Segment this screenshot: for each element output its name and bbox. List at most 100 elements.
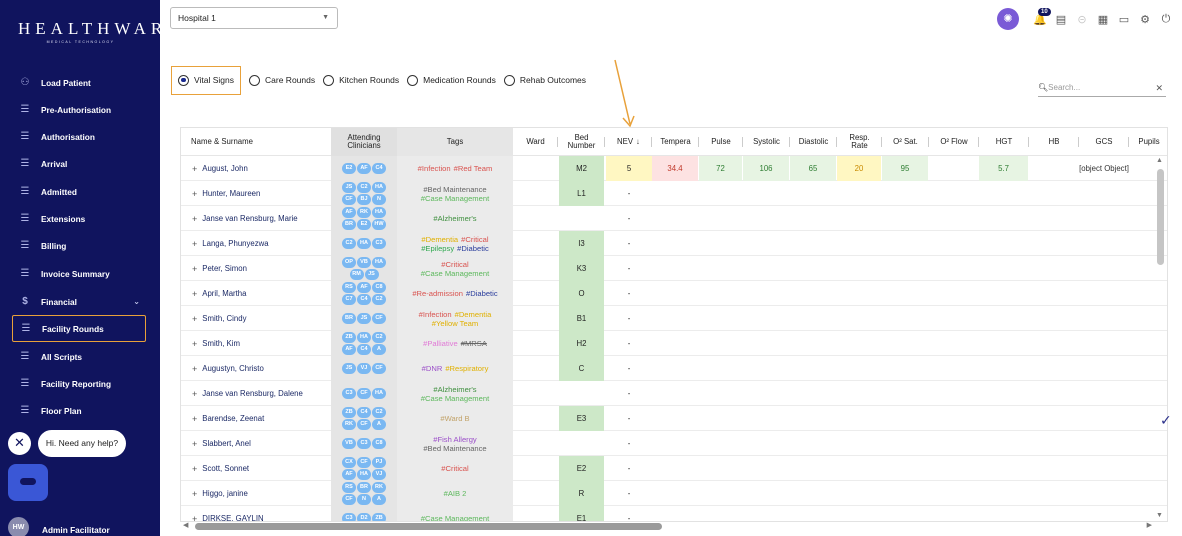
clinician-chip[interactable]: JS: [342, 182, 356, 193]
clinician-chip[interactable]: AF: [342, 469, 356, 480]
clinician-chip[interactable]: C3: [372, 238, 386, 249]
clinician-chip[interactable]: C4: [357, 407, 371, 418]
patient-name-cell[interactable]: + April, Martha: [181, 281, 331, 306]
expand-icon[interactable]: +: [192, 263, 198, 274]
expand-icon[interactable]: +: [192, 163, 198, 174]
sidebar-item-admitted[interactable]: ☰ Admitted: [12, 178, 146, 205]
calendar-icon[interactable]: ▦: [1097, 13, 1109, 26]
clinician-chip[interactable]: ZB: [342, 332, 356, 343]
horizontal-scrollbar[interactable]: ◀ ▶: [180, 521, 1155, 533]
clinician-chip[interactable]: A: [372, 494, 386, 505]
power-icon[interactable]: ⏻: [1161, 12, 1171, 25]
column-header-tags[interactable]: Tags: [397, 128, 513, 156]
table-row[interactable]: + Janse van Rensburg, Dalene C3 CF HA #Alzhei…: [181, 381, 1167, 406]
clinician-chip[interactable]: RS: [342, 482, 356, 493]
sidebar-item-financial[interactable]: $ Financial ⌄: [12, 288, 146, 315]
radio-dot[interactable]: [249, 74, 261, 86]
clinician-chip[interactable]: C3: [357, 438, 371, 449]
help-bubble[interactable]: Hi. Need any help?: [38, 430, 126, 457]
column-header-diastolic[interactable]: Diastolic: [790, 128, 837, 156]
clinician-chip[interactable]: AF: [342, 344, 356, 355]
radio-dot[interactable]: [323, 74, 335, 86]
ai-assistant-icon[interactable]: ✺: [997, 8, 1019, 30]
patient-name-cell[interactable]: + Janse van Rensburg, Dalene: [181, 381, 331, 406]
scroll-thumb-horizontal[interactable]: [195, 523, 662, 530]
clinician-chip[interactable]: HA: [357, 238, 371, 249]
sidebar-item-pre-authorisation[interactable]: ☰ Pre-Authorisation: [12, 96, 146, 123]
clinician-chip[interactable]: A: [372, 344, 386, 355]
clinician-chip[interactable]: PJ: [372, 457, 386, 468]
expand-icon[interactable]: +: [192, 488, 198, 499]
clinician-chip[interactable]: HA: [372, 257, 386, 268]
clinician-chip[interactable]: E2: [342, 163, 356, 174]
expand-icon[interactable]: +: [192, 363, 198, 374]
clinician-chip[interactable]: C3: [342, 513, 356, 521]
clinician-chip[interactable]: C4: [372, 163, 386, 174]
patient-name-cell[interactable]: + Peter, Simon: [181, 256, 331, 281]
column-header-resp[interactable]: Resp. Rate: [837, 128, 882, 156]
clinician-chip[interactable]: BR: [342, 313, 356, 324]
expand-icon[interactable]: +: [192, 388, 198, 399]
notification-icon[interactable]: 🔔 10: [1030, 7, 1051, 26]
clinician-chip[interactable]: C4: [357, 344, 371, 355]
clinician-chip[interactable]: AF: [357, 163, 371, 174]
checklist-icon[interactable]: ✓: [1160, 412, 1172, 428]
clinician-chip[interactable]: JS: [342, 363, 356, 374]
healthware-logo[interactable]: HEALTHWARE MEDICAL TECHNOLOGY: [18, 19, 178, 44]
radio-vital-signs[interactable]: Vital Signs: [171, 65, 242, 95]
clinician-chip[interactable]: JS: [364, 269, 379, 280]
sidebar-item-extensions[interactable]: ☰ Extensions: [12, 205, 146, 232]
user-name[interactable]: Admin Facilitator: [42, 525, 110, 535]
clinician-chip[interactable]: C4: [357, 294, 371, 305]
sidebar-item-facility-rounds[interactable]: ☰ Facility Rounds: [12, 315, 146, 342]
radio-medication-rounds[interactable]: Medication Rounds: [407, 66, 496, 94]
clinician-chip[interactable]: C8: [372, 282, 386, 293]
scroll-right-icon[interactable]: ▶: [1146, 522, 1152, 529]
column-header-pupils[interactable]: Pupils: [1129, 128, 1167, 156]
avatar[interactable]: HW: [8, 517, 29, 536]
clinician-chip[interactable]: C2: [342, 238, 356, 249]
column-header-gcs[interactable]: GCS: [1079, 128, 1129, 156]
clinician-chip[interactable]: CF: [342, 194, 356, 205]
expand-icon[interactable]: +: [192, 438, 198, 449]
clinician-chip[interactable]: CF: [357, 457, 371, 468]
chevron-down-icon[interactable]: ⌄: [133, 297, 140, 306]
clinician-chip[interactable]: N: [372, 194, 386, 205]
clinician-chip[interactable]: C2: [372, 407, 386, 418]
radio-dot[interactable]: [503, 74, 515, 86]
clinician-chip[interactable]: CF: [357, 388, 371, 399]
close-help-button[interactable]: ✕: [8, 432, 31, 455]
hospital-select[interactable]: Hospital 1 ▼: [170, 7, 338, 29]
clinician-chip[interactable]: A: [372, 419, 386, 430]
column-header-nev[interactable]: NEV ↓: [605, 128, 652, 156]
clinician-chip[interactable]: VJ: [372, 469, 386, 480]
sidebar-item-authorisation[interactable]: ☰ Authorisation: [12, 123, 146, 150]
gear-icon[interactable]: ⚙: [1140, 13, 1150, 26]
table-row[interactable]: + DIRKSE, GAYLIN C3 D2 ZB #Case Management E1 -: [181, 506, 1167, 521]
expand-icon[interactable]: +: [192, 213, 198, 224]
column-header-systolic[interactable]: Systolic: [743, 128, 790, 156]
radio-care-rounds[interactable]: Care Rounds: [249, 66, 315, 94]
patient-name-cell[interactable]: + Scott, Sonnet: [181, 456, 331, 481]
patient-name-cell[interactable]: + Hunter, Maureen: [181, 181, 331, 206]
clinician-chip[interactable]: HW: [372, 219, 386, 230]
radio-rehab-outcomes[interactable]: Rehab Outcomes: [503, 66, 586, 94]
patient-name-cell[interactable]: + Janse van Rensburg, Marie: [181, 206, 331, 231]
table-row[interactable]: + Smith, Kim ZB HA C2 AF C4 A #Palliative #MRSA H2…: [181, 331, 1167, 356]
scroll-thumb[interactable]: [1157, 169, 1164, 265]
clinician-chip[interactable]: HA: [357, 332, 371, 343]
radio-dot[interactable]: [407, 74, 419, 86]
expand-icon[interactable]: +: [192, 313, 198, 324]
table-row[interactable]: + Janse van Rensburg, Marie AF RK HA BR E2 HW #A…: [181, 206, 1167, 231]
briefcase-icon[interactable]: ▭: [1118, 13, 1130, 26]
clinician-chip[interactable]: RK: [342, 419, 356, 430]
vertical-scrollbar[interactable]: ▲ ▼: [1154, 155, 1168, 521]
clinician-chip[interactable]: CF: [342, 494, 356, 505]
clinician-chip[interactable]: ZB: [372, 513, 386, 521]
radio-dot[interactable]: [178, 74, 189, 86]
column-header-temp[interactable]: Tempera: [652, 128, 699, 156]
patient-name-cell[interactable]: + Barendse, Zeenat: [181, 406, 331, 431]
expand-icon[interactable]: +: [192, 238, 198, 249]
table-row[interactable]: + August, John E2 AF C4 #Infection #Red Team M2…: [181, 156, 1167, 181]
clinician-chip[interactable]: RK: [357, 207, 371, 218]
